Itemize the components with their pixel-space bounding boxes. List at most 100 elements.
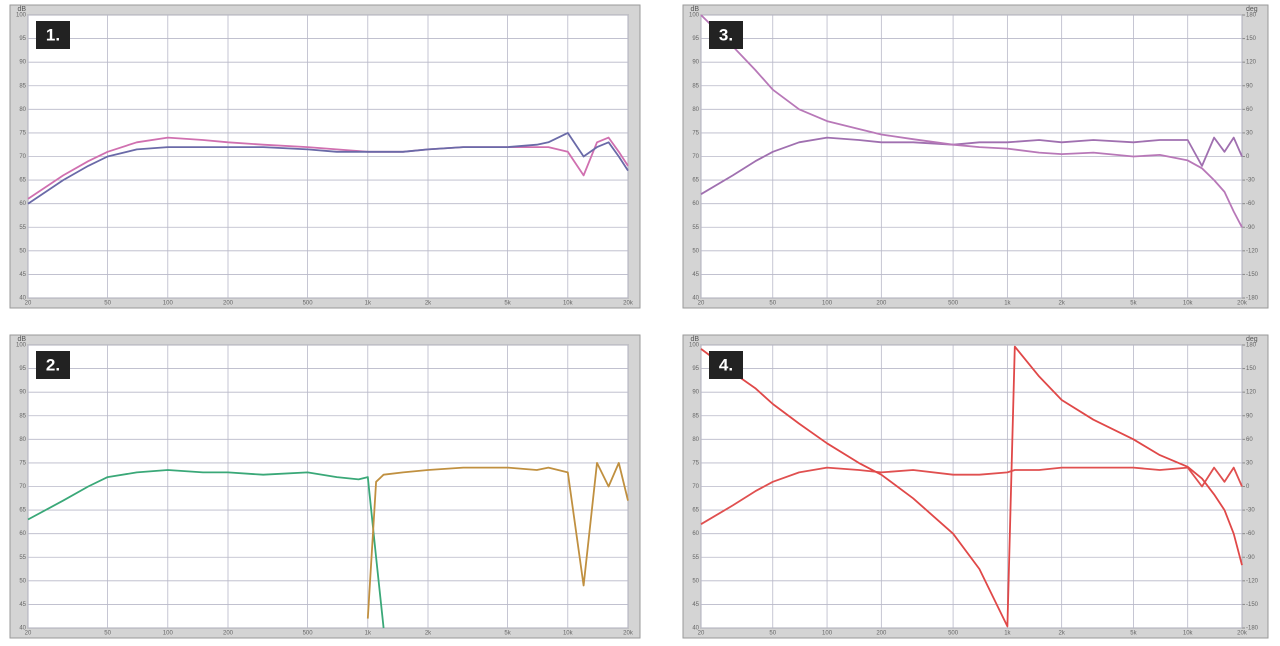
y2-tick-label: 180 bbox=[1246, 13, 1257, 19]
panel-label: 1. bbox=[46, 25, 60, 44]
x-tick-label: 10k bbox=[1183, 301, 1194, 307]
x-tick-label: 500 bbox=[303, 301, 314, 307]
y-tick-label: 100 bbox=[16, 343, 27, 349]
series-line bbox=[700, 14, 1243, 228]
series-line bbox=[700, 136, 1243, 195]
y2-tick-label: 90 bbox=[1246, 83, 1253, 89]
series-line bbox=[27, 469, 385, 629]
x-tick-label: 20 bbox=[25, 631, 32, 637]
y2-tick-label: 180 bbox=[1246, 343, 1257, 349]
y-tick-label: 75 bbox=[692, 130, 699, 136]
x-tick-label: 20k bbox=[623, 631, 634, 637]
y-tick-label: 85 bbox=[692, 413, 699, 419]
x-tick-label: 5k bbox=[1130, 631, 1137, 637]
x-tick-label: 50 bbox=[104, 301, 111, 307]
y-tick-label: 45 bbox=[692, 272, 699, 278]
badge bbox=[709, 21, 743, 49]
x-tick-label: 50 bbox=[104, 631, 111, 637]
y-tick-label: 80 bbox=[19, 437, 26, 443]
series-line bbox=[27, 132, 629, 205]
y-tick-label: 55 bbox=[19, 555, 26, 561]
y2-tick-label: -60 bbox=[1246, 531, 1255, 537]
y2-tick-label: 150 bbox=[1246, 366, 1257, 372]
x-tick-label: 1k bbox=[1004, 301, 1011, 307]
x-tick-label: 500 bbox=[303, 631, 314, 637]
x-tick-label: 50 bbox=[769, 301, 776, 307]
y2-tick-label: -120 bbox=[1246, 248, 1259, 254]
x-tick-label: 20 bbox=[698, 301, 705, 307]
y-tick-label: 40 bbox=[692, 296, 699, 302]
y2-tick-label: 90 bbox=[1246, 413, 1253, 419]
badge bbox=[36, 351, 70, 379]
badge bbox=[36, 21, 70, 49]
y-axis-label: dB bbox=[690, 336, 699, 343]
y2-tick-label: -120 bbox=[1246, 578, 1259, 584]
series-line bbox=[700, 345, 1243, 628]
y-tick-label: 55 bbox=[692, 225, 699, 231]
badge bbox=[709, 351, 743, 379]
x-tick-label: 2k bbox=[1058, 301, 1065, 307]
y-tick-label: 50 bbox=[692, 578, 699, 584]
y2-tick-label: -30 bbox=[1246, 178, 1255, 184]
x-tick-label: 100 bbox=[163, 301, 174, 307]
x-tick-label: 1k bbox=[1004, 631, 1011, 637]
y2-tick-label: -90 bbox=[1246, 555, 1255, 561]
y-tick-label: 85 bbox=[19, 83, 26, 89]
y-tick-label: 90 bbox=[692, 390, 699, 396]
y2-axis-label: deg bbox=[1246, 336, 1258, 343]
y-tick-label: 40 bbox=[692, 626, 699, 632]
y-tick-label: 65 bbox=[19, 508, 26, 514]
y2-tick-label: 30 bbox=[1246, 460, 1253, 466]
x-tick-label: 5k bbox=[1130, 301, 1137, 307]
y2-axis-label: deg bbox=[1246, 6, 1258, 13]
y-tick-label: 70 bbox=[692, 484, 699, 490]
y-tick-label: 80 bbox=[692, 437, 699, 443]
x-tick-label: 200 bbox=[876, 301, 887, 307]
x-tick-label: 50 bbox=[769, 631, 776, 637]
y-tick-label: 65 bbox=[692, 508, 699, 514]
x-tick-label: 20k bbox=[1237, 301, 1248, 307]
y-tick-label: 50 bbox=[19, 578, 26, 584]
y-tick-label: 60 bbox=[19, 201, 26, 207]
y-tick-label: 80 bbox=[692, 107, 699, 113]
x-tick-label: 1k bbox=[365, 301, 372, 307]
x-tick-label: 1k bbox=[365, 631, 372, 637]
panel-label: 4. bbox=[719, 355, 733, 374]
x-tick-label: 10k bbox=[1183, 631, 1194, 637]
y-tick-label: 60 bbox=[692, 531, 699, 537]
y-tick-label: 95 bbox=[692, 36, 699, 42]
y-axis-label: dB bbox=[17, 336, 26, 343]
y2-tick-label: 0 bbox=[1246, 484, 1250, 490]
y-tick-label: 45 bbox=[19, 272, 26, 278]
x-tick-label: 20 bbox=[25, 301, 32, 307]
x-tick-label: 5k bbox=[504, 301, 511, 307]
y-tick-label: 100 bbox=[16, 13, 27, 19]
y2-tick-label: -60 bbox=[1246, 201, 1255, 207]
y-tick-label: 45 bbox=[19, 602, 26, 608]
y2-tick-label: 0 bbox=[1246, 154, 1250, 160]
y-tick-label: 90 bbox=[692, 60, 699, 66]
y-tick-label: 95 bbox=[19, 36, 26, 42]
y-tick-label: 90 bbox=[19, 390, 26, 396]
y-tick-label: 65 bbox=[692, 178, 699, 184]
x-tick-label: 2k bbox=[1058, 631, 1065, 637]
y-tick-label: 60 bbox=[692, 201, 699, 207]
y-tick-label: 100 bbox=[689, 13, 700, 19]
y2-tick-label: 120 bbox=[1246, 60, 1257, 66]
y2-tick-label: -180 bbox=[1246, 296, 1259, 302]
y-tick-label: 85 bbox=[19, 413, 26, 419]
x-tick-label: 10k bbox=[563, 301, 574, 307]
y-tick-label: 70 bbox=[692, 154, 699, 160]
y-tick-label: 55 bbox=[19, 225, 26, 231]
y-axis-label: dB bbox=[17, 6, 26, 13]
chart-panel: 40 45 50 55 60 65 70 75 80 85 90 95 100 -180 -150 -120 -… bbox=[682, 334, 1269, 639]
y-tick-label: 45 bbox=[692, 602, 699, 608]
x-tick-label: 500 bbox=[948, 631, 959, 637]
y-tick-label: 50 bbox=[19, 248, 26, 254]
panel-label: 2. bbox=[46, 355, 60, 374]
y-tick-label: 50 bbox=[692, 248, 699, 254]
y-tick-label: 40 bbox=[19, 296, 26, 302]
y2-tick-label: -150 bbox=[1246, 272, 1259, 278]
x-tick-label: 2k bbox=[425, 631, 432, 637]
chart-panel: 40 45 50 55 60 65 70 75 80 85 90 95 100 20 50 100 200 500… bbox=[9, 4, 641, 309]
